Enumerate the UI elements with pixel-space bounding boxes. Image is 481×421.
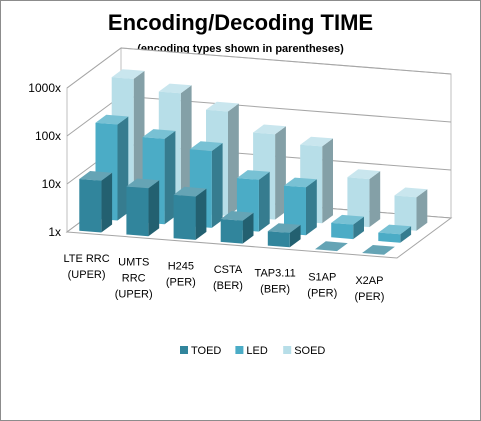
category-label: CSTA [214,264,243,276]
bar-top [362,245,395,255]
bar-top [267,223,301,233]
bar-side [180,85,192,213]
bar-top [347,169,381,180]
bar-top [394,187,428,198]
category-label: (PER) [354,291,384,303]
bar-top [284,177,317,188]
bar-side [242,212,254,244]
legend-swatch-led [235,346,244,354]
legend-swatch-soed [283,346,292,354]
bar-side [258,171,270,232]
bar-toed-2 [173,194,196,240]
bar-top [126,178,160,189]
bar-top [173,186,207,197]
category-label: X2AP [355,275,383,287]
bar-toed-1 [126,186,149,237]
category-label: RRC [122,273,146,285]
category-label: (BER) [213,280,243,292]
bar-side [289,224,301,248]
bar-side [195,188,207,240]
category-label: (PER) [166,276,196,288]
category-label: S1AP [308,271,336,283]
bar-side [416,189,428,231]
chart-title: Encoding/Decoding TIME [107,10,374,35]
category-label: UMTS [118,257,149,269]
bar-soed-5 [347,177,370,228]
bar-toed-3 [220,219,243,244]
category-label: TAP3.11 [255,268,296,280]
bar-side [322,138,333,224]
bar-top [206,101,239,112]
y-tick-label: 1x [48,225,61,239]
bar-top [189,141,223,151]
bar-toed-0 [79,179,102,233]
bar-top [378,224,412,235]
bar-side [164,130,176,225]
y-tick-label: 10x [42,177,61,191]
bar-side [353,216,364,240]
bar-led-6 [378,232,401,243]
bar-side [228,103,239,216]
bar-top [95,114,129,125]
legend-swatch-toed [180,346,188,354]
category-label: (UPER) [115,289,153,301]
bar-led-5 [331,222,354,240]
bar-top [142,129,176,139]
bar-top [220,211,254,221]
bar-led-4 [284,185,306,236]
bar-side [101,172,113,233]
legend-label: TOED [191,345,221,357]
bar-top [315,241,348,252]
bar-top [236,170,270,180]
bar-side [211,143,223,228]
bar-side [306,179,317,236]
y-tick-label: 100x [35,129,61,143]
bar-soed-6 [394,195,417,231]
legend-label: SOED [294,345,325,357]
bar-side [133,70,145,209]
bar-side [148,180,160,237]
bar-side [369,171,381,228]
bar-side [400,226,412,243]
bar-top [331,214,364,225]
gridline [66,47,452,89]
bar-top [79,171,113,181]
category-label: (PER) [307,287,337,299]
bar-top [158,83,192,94]
category-label: (UPER) [68,269,106,281]
bar-top [253,124,286,135]
bar-toed-4 [267,231,290,248]
category-label: (BER) [260,284,290,296]
bar-top [300,136,333,147]
category-label: LTE RRC [63,253,109,265]
chart-subtitle: (encoding types shown in parentheses) [137,43,344,55]
legend-label: LED [246,345,267,357]
bar-top [111,69,145,79]
bar-side [117,116,129,221]
y-tick-label: 1000x [28,81,61,95]
category-label: H245 [168,260,194,272]
bar-side [275,126,286,220]
